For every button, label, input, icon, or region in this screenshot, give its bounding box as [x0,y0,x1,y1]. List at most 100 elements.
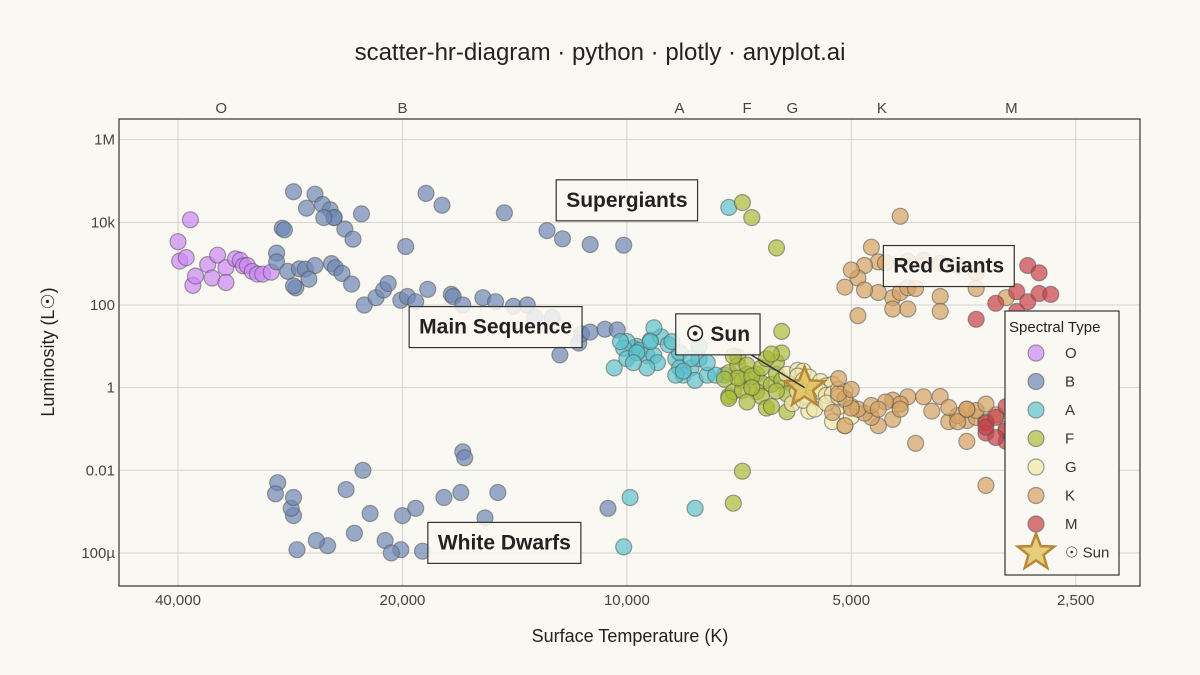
x-axis: 40,000 20,000 10,000 5,000 2,500 [155,592,1094,609]
data-point-a [605,359,623,377]
data-point-m [987,428,1005,447]
data-point-k [949,413,967,431]
data-point-b [315,209,333,227]
data-point-b [382,544,400,562]
y-tick-label: 1 [107,380,115,397]
data-point-b [599,499,617,517]
spectral-class-label: G [786,100,798,117]
data-point-f [743,209,761,227]
legend-marker-f [1027,429,1045,448]
data-point-o [186,267,205,285]
annotation-label: ☉ Sun [686,323,750,346]
legend-label-b: B [1065,374,1075,391]
spectral-class-label: F [742,100,751,117]
legend-marker-a [1027,401,1045,419]
data-point-k [931,287,949,306]
data-point-b [307,531,325,550]
legend-label-o: O [1065,345,1077,362]
data-point-k [899,300,917,318]
legend-label-g: G [1065,459,1077,476]
data-point-f [715,370,734,388]
data-point-b [538,222,556,240]
data-point-b [495,204,513,222]
data-point-b [393,506,412,525]
data-point-b [452,483,470,502]
data-point-b [284,488,303,507]
data-point-b [489,483,507,502]
data-point-k [923,402,941,420]
data-point-k [977,476,995,494]
legend-label-f: F [1065,431,1074,448]
legend-label-a: A [1065,402,1075,419]
data-point-f [773,322,791,340]
data-point-b [615,236,633,254]
data-point-k [842,380,860,399]
data-point-f [720,389,738,407]
y-axis-title: Luminosity (L☉) [38,287,58,416]
legend-marker-o [1027,344,1045,362]
data-point-a [611,333,630,351]
data-point-b [361,504,379,523]
x-tick-label: 40,000 [155,592,201,609]
annotations: Supergiants Main Sequence ☉ Sun Red Giants W… [408,179,1015,564]
data-point-k [836,278,854,296]
legend-marker-m [1027,515,1045,533]
sun-star-marker [781,363,828,408]
data-point-b [435,488,453,507]
plot-frame [118,118,1141,587]
legend-label-m: M [1065,516,1078,533]
data-point-b [344,230,362,248]
data-point-o [177,249,195,267]
sun-layer [781,363,828,408]
data-point-k [931,302,949,320]
legend-sun-star-icon [1014,529,1058,571]
data-point-k [891,207,909,225]
data-point-b [581,323,599,341]
data-point-f [738,393,756,411]
data-point-o [181,211,199,229]
data-point-b [354,461,372,479]
data-point-k [823,403,842,422]
legend-marker-g [1027,458,1045,476]
data-point-b [266,485,285,503]
data-point-k [869,400,887,418]
y-tick-label: 1M [94,132,115,149]
data-point-a [615,538,633,556]
data-point-b [284,183,303,201]
data-point-b [300,270,318,288]
x-tick-label: 2,500 [1057,592,1095,609]
data-point-b [456,449,474,467]
data-point-b [417,184,435,202]
data-point-k [855,281,874,299]
data-point-b [407,499,425,517]
data-point-b [343,275,361,293]
y-tick-label: 0.01 [86,462,115,479]
legend-marker-k [1027,486,1045,505]
y-tick-label: 100 [90,297,115,314]
data-point-o [169,233,187,251]
x-axis-title: Surface Temperature (K) [532,626,729,646]
annotation-label: Supergiants [566,189,687,212]
chart-title: scatter-hr-diagram · python · plotly · a… [355,39,846,66]
data-point-m [1030,264,1048,282]
spectral-class-label: K [877,100,887,117]
data-point-k [842,261,860,279]
data-point-a [698,354,716,372]
data-point-k [958,432,976,450]
data-point-f [762,397,781,416]
data-point-b [433,196,451,214]
data-point-k [940,398,958,417]
data-point-b [297,199,316,217]
data-point-m [987,294,1005,312]
annotation-label: White Dwarfs [438,531,571,554]
data-point-a [624,354,643,372]
data-point-k [958,400,976,418]
data-point-k [862,238,881,256]
data-point-k [884,300,902,318]
data-point-b [288,541,306,559]
annotation-label: Main Sequence [419,316,572,339]
y-axis: 1M 10k 100 1 0.01 100µ [81,132,115,562]
spectral-class-label: A [675,100,685,117]
